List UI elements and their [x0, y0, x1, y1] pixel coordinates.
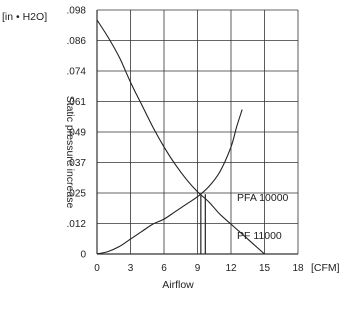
x-tick-label: 9	[195, 263, 201, 274]
y-tick-label: .074	[67, 67, 87, 78]
series-line-0	[96, 19, 265, 255]
x-tick-label: 15	[259, 263, 271, 274]
y-tick-label: .098	[67, 6, 87, 17]
x-tick-label: 6	[161, 263, 167, 274]
y-axis-label: Static pressure increase	[64, 96, 76, 209]
x-tick-label: 18	[292, 263, 304, 274]
x-axis-label: Airflow	[162, 279, 194, 291]
y-tick-label: .086	[67, 36, 87, 47]
x-unit-label: [CFM]	[311, 262, 340, 274]
y-tick-label: .012	[67, 219, 87, 230]
series-line-1	[96, 109, 243, 255]
grid	[96, 9, 299, 255]
x-tick-label: 3	[128, 263, 134, 274]
y-tick-label: .049	[67, 128, 87, 139]
series-label-pf-11000: PF 11000	[237, 230, 282, 242]
y-tick-label: 0	[80, 250, 86, 261]
series-group	[96, 19, 265, 255]
x-tick-label: 12	[225, 263, 237, 274]
series-label-pfa-10000: PFA 10000	[237, 192, 289, 204]
y-tick-label: .037	[67, 158, 87, 169]
tick-labels: 0 3 6 9 12 15 18 0 .012 .025 .037 .049 .061 .074 .086.…	[67, 6, 304, 275]
y-tick-label: .025	[67, 189, 87, 200]
y-unit-label: [in • H2O]	[2, 11, 47, 23]
y-tick-label: .061	[67, 97, 87, 108]
x-tick-label: 0	[94, 263, 100, 274]
